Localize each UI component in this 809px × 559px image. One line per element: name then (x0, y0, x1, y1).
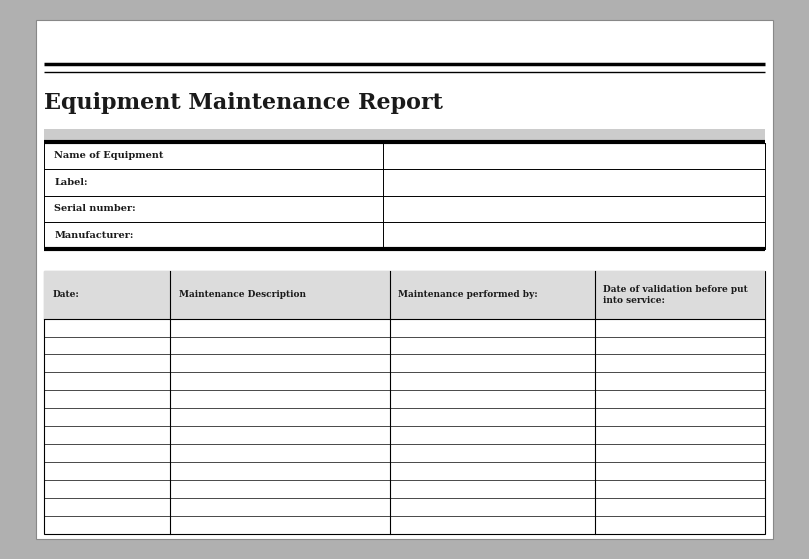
Bar (44, 271, 765, 319)
Text: Maintenance Description: Maintenance Description (179, 290, 306, 300)
Text: Date:: Date: (53, 290, 79, 300)
Bar (44, 129, 765, 141)
Text: Equipment Maintenance Report: Equipment Maintenance Report (44, 92, 443, 115)
Text: Maintenance performed by:: Maintenance performed by: (398, 290, 538, 300)
Bar (44, 143, 765, 249)
Text: Manufacturer:: Manufacturer: (54, 231, 133, 240)
Text: Serial number:: Serial number: (54, 205, 136, 214)
Text: Name of Equipment: Name of Equipment (54, 151, 163, 160)
Bar (44, 271, 765, 534)
Text: Label:: Label: (54, 178, 87, 187)
Text: Date of validation before put
into service:: Date of validation before put into servi… (604, 285, 748, 305)
